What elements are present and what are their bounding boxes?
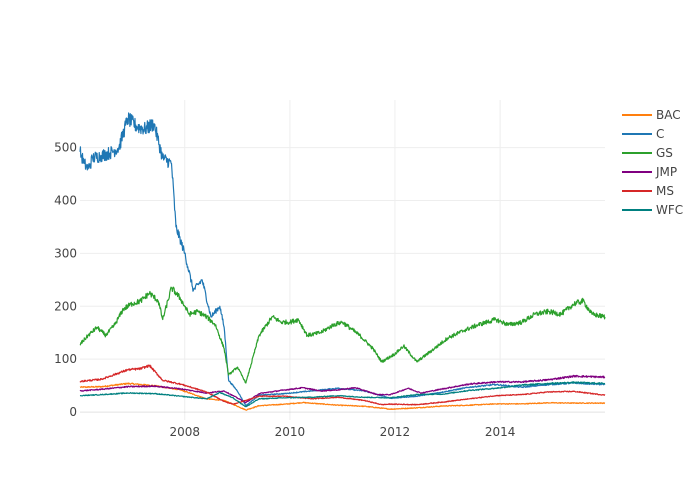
series-line-ms <box>79 364 606 406</box>
legend-item-bac[interactable]: BAC <box>622 108 681 122</box>
legend-item-wfc[interactable]: WFC <box>622 203 683 217</box>
legend-label: WFC <box>656 203 683 217</box>
x-tick-label: 2010 <box>275 425 306 439</box>
y-tick-label: 500 <box>54 141 77 155</box>
x-tick-label: 2012 <box>380 425 411 439</box>
series-layer <box>79 112 606 411</box>
x-tick-label: 2014 <box>485 425 516 439</box>
legend-label: JMP <box>655 165 677 179</box>
series-line-wfc <box>79 381 606 408</box>
legend-item-jmp[interactable]: JMP <box>622 165 677 179</box>
legend-item-ms[interactable]: MS <box>622 184 674 198</box>
y-tick-label: 300 <box>54 246 77 260</box>
axis-layer: 2008 2010 2012 2014 0 100 200 300 400 500 <box>54 141 515 439</box>
series-line-gs <box>79 286 606 384</box>
y-tick-label: 200 <box>54 299 77 313</box>
x-tick-label: 2008 <box>169 425 200 439</box>
grid-layer <box>80 100 605 420</box>
legend-item-c[interactable]: C <box>622 127 664 141</box>
legend-item-gs[interactable]: GS <box>622 146 673 160</box>
y-tick-label: 400 <box>54 193 77 207</box>
series-line-jmp <box>79 374 606 404</box>
legend-label: MS <box>656 184 674 198</box>
legend[interactable]: BAC C GS JMP MS WFC <box>622 108 683 217</box>
y-tick-label: 100 <box>54 352 77 366</box>
legend-label: BAC <box>656 108 681 122</box>
y-tick-label: 0 <box>69 405 77 419</box>
legend-label: GS <box>656 146 673 160</box>
legend-label: C <box>656 127 664 141</box>
